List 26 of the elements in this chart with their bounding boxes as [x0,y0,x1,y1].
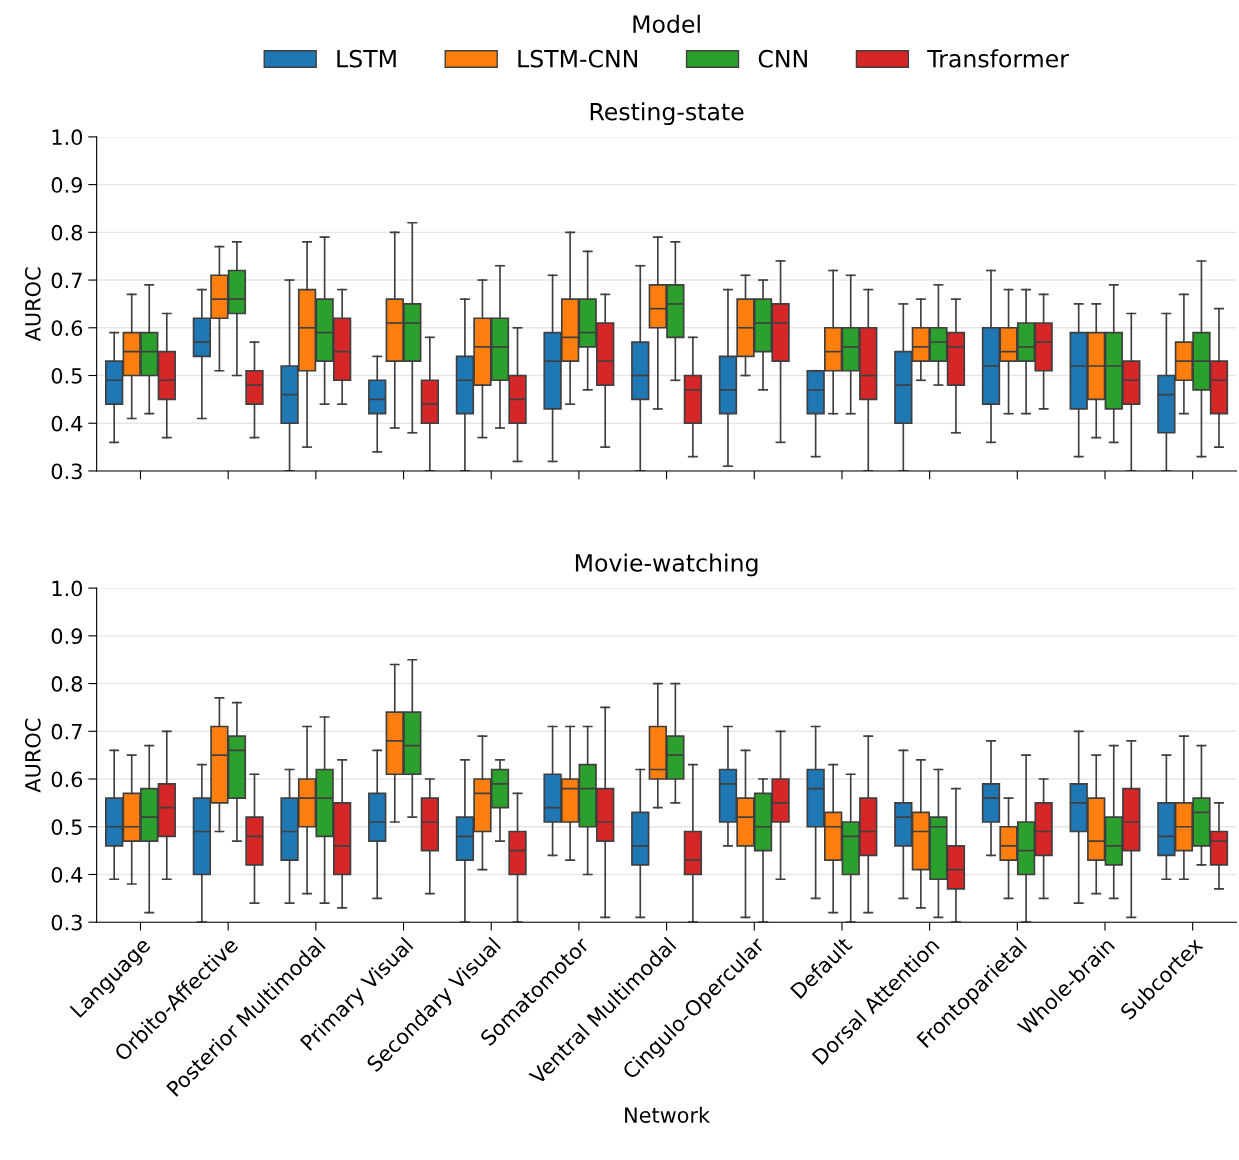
y-tick-label: 0.3 [51,463,82,480]
legend-label: Transformer [927,49,1069,68]
y-tick-label: 0.6 [51,320,83,336]
legend-label: LSTM-CNN [518,49,638,68]
y-tick-label: 0.9 [51,177,82,193]
legend-label: LSTM [337,49,396,68]
y-tick-label: 0.5 [51,367,82,384]
chart-title: Resting-state [590,102,744,126]
legend-label: CNN [758,49,807,68]
y-tick-label: 0.5 [51,819,82,835]
y-axis-title: AUROC [24,267,41,342]
y-tick-label: 0.7 [51,272,82,289]
y-tick-label: 0.4 [51,866,83,883]
y-tick-label: 0.6 [51,771,83,788]
y-axis-title: AUROC [24,718,41,793]
y-tick-label: 0.4 [51,415,83,432]
y-tick-label: 0.3 [51,914,82,931]
y-tick-label: 0.8 [51,676,83,692]
y-tick-label: 0.9 [51,628,82,645]
y-tick-label: 0.8 [51,224,83,241]
y-tick-label: 1.0 [52,580,83,597]
legend-title: Model [633,14,700,33]
x-axis-title: Network [625,1106,711,1123]
y-tick-label: 1.0 [52,129,83,146]
chart-title: Movie-watching [575,553,758,577]
y-tick-label: 0.7 [51,723,82,740]
